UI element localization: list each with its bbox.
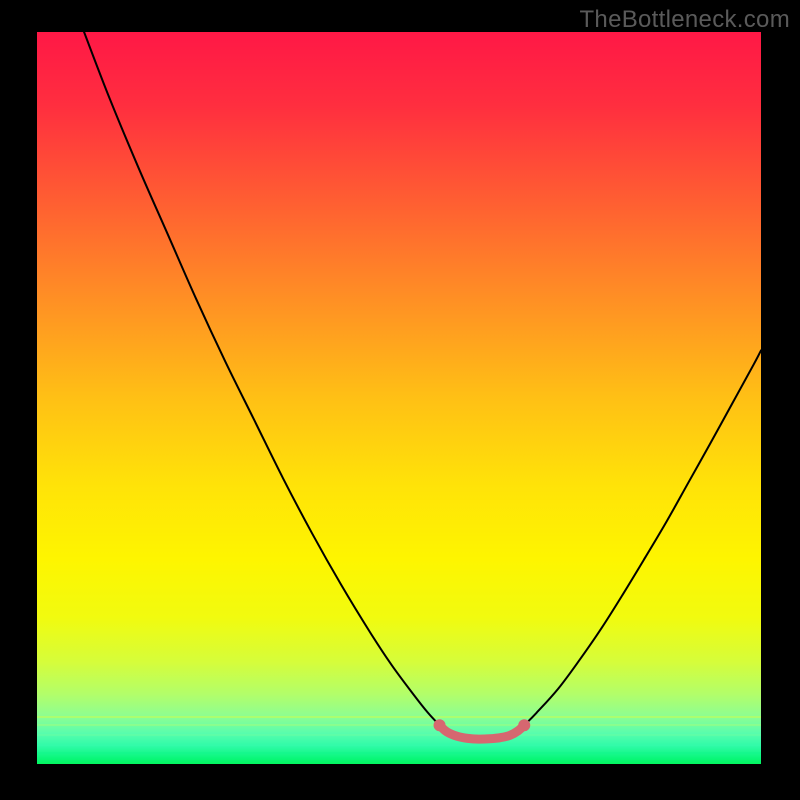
gradient-band — [37, 744, 761, 746]
optimal-range-bead — [454, 733, 461, 740]
plot-gradient — [37, 32, 761, 764]
optimal-range-start-marker — [434, 719, 446, 731]
gradient-band — [37, 752, 761, 754]
optimal-range-bead — [497, 734, 504, 741]
gradient-band — [37, 724, 761, 726]
watermark-text: TheBottleneck.com — [579, 6, 790, 34]
gradient-band — [37, 734, 761, 736]
chart-container: TheBottleneck.com — [0, 0, 800, 800]
optimal-range-end-marker — [518, 719, 530, 731]
chart-svg — [0, 0, 800, 800]
gradient-band — [37, 716, 761, 718]
optimal-range-bead — [475, 736, 482, 743]
